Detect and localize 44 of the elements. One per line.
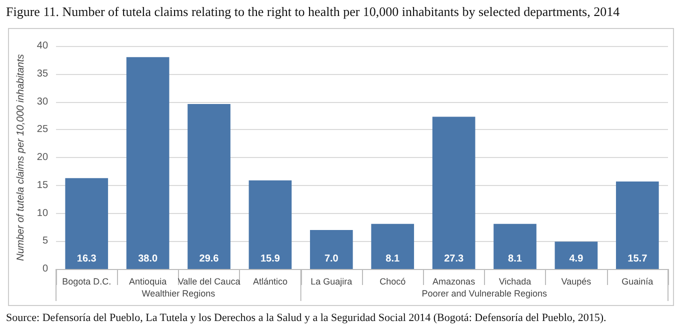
bar	[188, 104, 230, 269]
x-tick-label: Amazonas	[432, 276, 476, 286]
text: Poorer and Vulnerable Regions	[422, 288, 548, 298]
x-tick-label: La Guajira	[310, 276, 352, 286]
y-tick-label: 40	[36, 40, 48, 52]
y-tick-label: 35	[36, 68, 48, 80]
data-label: 16.3	[76, 254, 97, 264]
x-tick-label: Vaupés	[561, 276, 592, 286]
x-tick-label: Atlántico	[252, 276, 288, 286]
data-label: 4.9	[569, 254, 584, 264]
y-tick-label: 5	[42, 236, 48, 247]
y-tick-label: 15	[36, 180, 48, 191]
data-label: 7.0	[324, 254, 339, 264]
x-tick-label: Antioquia	[129, 276, 167, 286]
x-tick-label: Bogota D.C.	[62, 276, 112, 286]
x-tick-label: Guainía	[622, 276, 654, 286]
y-tick-label: 0	[42, 264, 48, 274]
x-tick-label: Valle del Cauca	[178, 276, 240, 286]
data-label: 15.9	[260, 254, 280, 264]
x-tick-label: Vichada	[498, 276, 532, 286]
bar	[310, 230, 353, 269]
data-label: 29.6	[199, 254, 220, 264]
data-label: 38.0	[138, 254, 158, 264]
bar	[554, 242, 598, 269]
y-tick-label: 30	[36, 96, 48, 108]
bar	[248, 180, 292, 269]
bar	[494, 224, 536, 269]
source-note: Source: Defensoría del Pueblo, La Tutela y los Derechos a la Salud y a la Seguridad Social 2014 (Bogotá: Defensoría del Pueblo, 2015).	[6, 312, 606, 324]
bar	[126, 57, 170, 269]
bar	[616, 181, 659, 269]
y-axis-title: Number of tutela claims per 10,000 inhabitants	[16, 54, 26, 261]
data-label: 15.7	[628, 254, 648, 264]
bar	[432, 116, 476, 269]
data-label: 8.1	[386, 254, 400, 264]
bar	[65, 178, 108, 269]
y-tick-label: 25	[36, 124, 48, 136]
bar	[371, 224, 414, 269]
y-tick-label: 20	[36, 152, 48, 163]
chart-title: Figure 11. Number of tutela claims relating to the right to health per 10,000 inhabitants by selected departments, 2014	[6, 4, 621, 20]
data-label: 8.1	[508, 254, 522, 264]
x-tick-label: Chocó	[380, 276, 406, 286]
y-tick-label: 10	[36, 208, 48, 219]
text: Wealthier Regions	[142, 288, 216, 298]
data-label: 27.3	[444, 254, 464, 264]
